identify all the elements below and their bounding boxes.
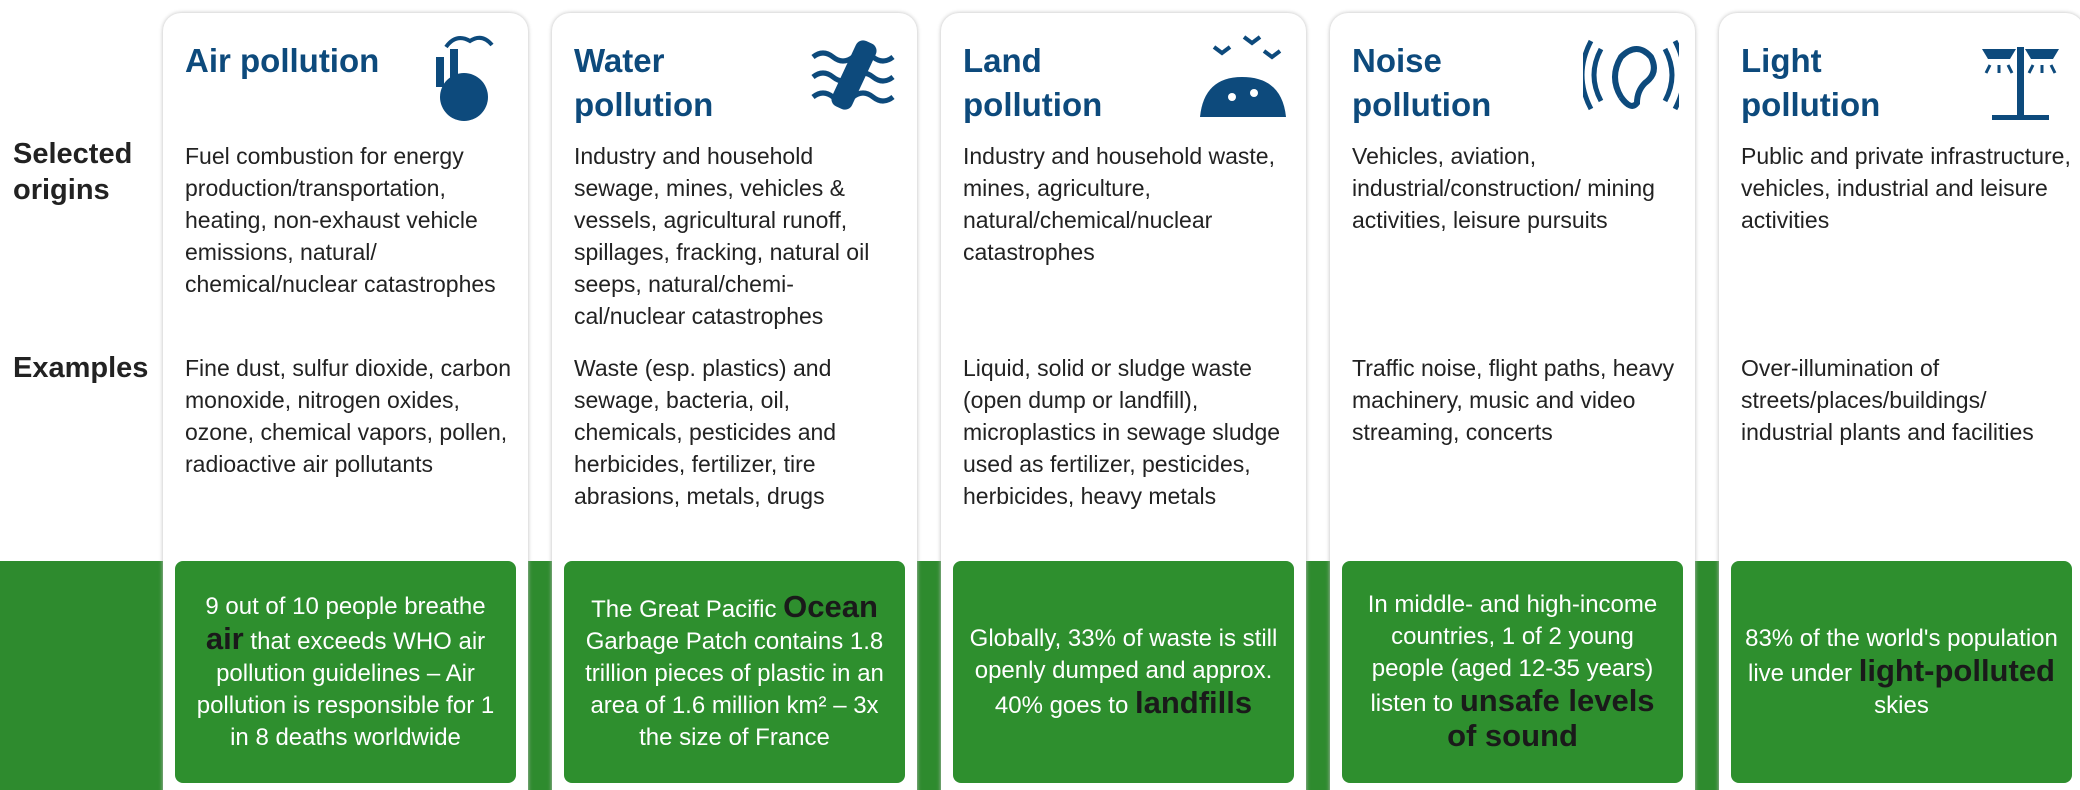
examples-text: Liquid, solid or sludge waste (open dump…	[963, 355, 1281, 509]
card-title: Water pollution	[574, 42, 714, 123]
fact-part: 9 out of 10 people breathe	[205, 592, 486, 620]
origins-text: Industry and household sewage, mines, ve…	[574, 143, 870, 329]
fact-box: 83% of the world's population live under…	[1731, 561, 2072, 783]
icon	[811, 40, 895, 110]
fact-part: Garbage Patch contains 1.8 trillion piec…	[585, 627, 884, 751]
row-label: Examples	[13, 352, 149, 384]
icon	[436, 35, 494, 121]
card-title: Land pollution	[963, 42, 1103, 123]
fact-part: The Great Pacific	[591, 595, 777, 623]
fact-text: In middle- and high-income countries, 1 …	[1356, 589, 1669, 755]
icon	[1583, 39, 1679, 111]
fact-highlight: landfills	[1134, 684, 1253, 720]
fact-box: Globally, 33% of waste is still openly d…	[953, 561, 1294, 783]
card: Land pollution Industry and household was…	[941, 13, 1306, 790]
fact-box: The Great Pacific Ocean Garbage Patch co…	[564, 561, 905, 783]
fact-text: The Great Pacific Ocean Garbage Patch co…	[578, 588, 891, 754]
origins-text: Vehicles, aviation, industrial/construct…	[1352, 143, 1655, 233]
card-title: Light pollution	[1741, 42, 1881, 123]
row-label: Selected origins	[13, 138, 133, 206]
fact-part: 83% of the world's population live under	[1745, 624, 2058, 687]
card: Water pollution Industry and household se…	[552, 13, 917, 790]
fact-part: skies	[1874, 691, 1929, 719]
icon	[1982, 47, 2059, 120]
card: Light pollution Public and private infras…	[1719, 13, 2080, 790]
fact-text: Globally, 33% of waste is still openly d…	[967, 623, 1280, 722]
origins-text: Industry and household waste, mines, agr…	[963, 143, 1275, 265]
examples-text: Waste (esp. plastics) and sewage, bacter…	[574, 355, 837, 509]
examples-text: Fine dust, sulfur dioxide, carbon monoxi…	[185, 355, 512, 477]
fact-part: that exceeds WHO air pollution guideline…	[196, 627, 495, 751]
fact-box: In middle- and high-income countries, 1 …	[1342, 561, 1683, 783]
fact-highlight: light-polluted	[1858, 652, 2055, 688]
origins-text: Fuel combustion for energy production/tr…	[185, 143, 496, 297]
card-title: Noise pollution	[1352, 42, 1492, 123]
card-title: Air pollution	[185, 42, 380, 79]
icon	[1200, 35, 1286, 117]
examples-text: Over-illumination of streets/places/buil…	[1741, 355, 2034, 445]
examples-text: Traffic noise, flight paths, heavy machi…	[1352, 355, 1675, 445]
fact-part: In middle- and high-income countries, 1 …	[1367, 591, 1658, 717]
fact-box: 9 out of 10 people breathe air that exce…	[175, 561, 516, 783]
fact-text: 83% of the world's population live under…	[1745, 623, 2058, 722]
card: Air pollution Fuel combustion for energy …	[163, 13, 528, 790]
fact-highlight: air	[205, 620, 244, 656]
fact-text: 9 out of 10 people breathe air that exce…	[189, 591, 502, 754]
origins-text: Public and private infrastructure, vehic…	[1741, 143, 2071, 233]
card: Noise pollution Vehicles, aviation, indus…	[1330, 13, 1695, 790]
fact-highlight: unsafe levels of sound	[1447, 683, 1655, 753]
fact-highlight: Ocean	[783, 588, 878, 624]
fact-part: Globally, 33% of waste is still openly d…	[969, 624, 1278, 719]
